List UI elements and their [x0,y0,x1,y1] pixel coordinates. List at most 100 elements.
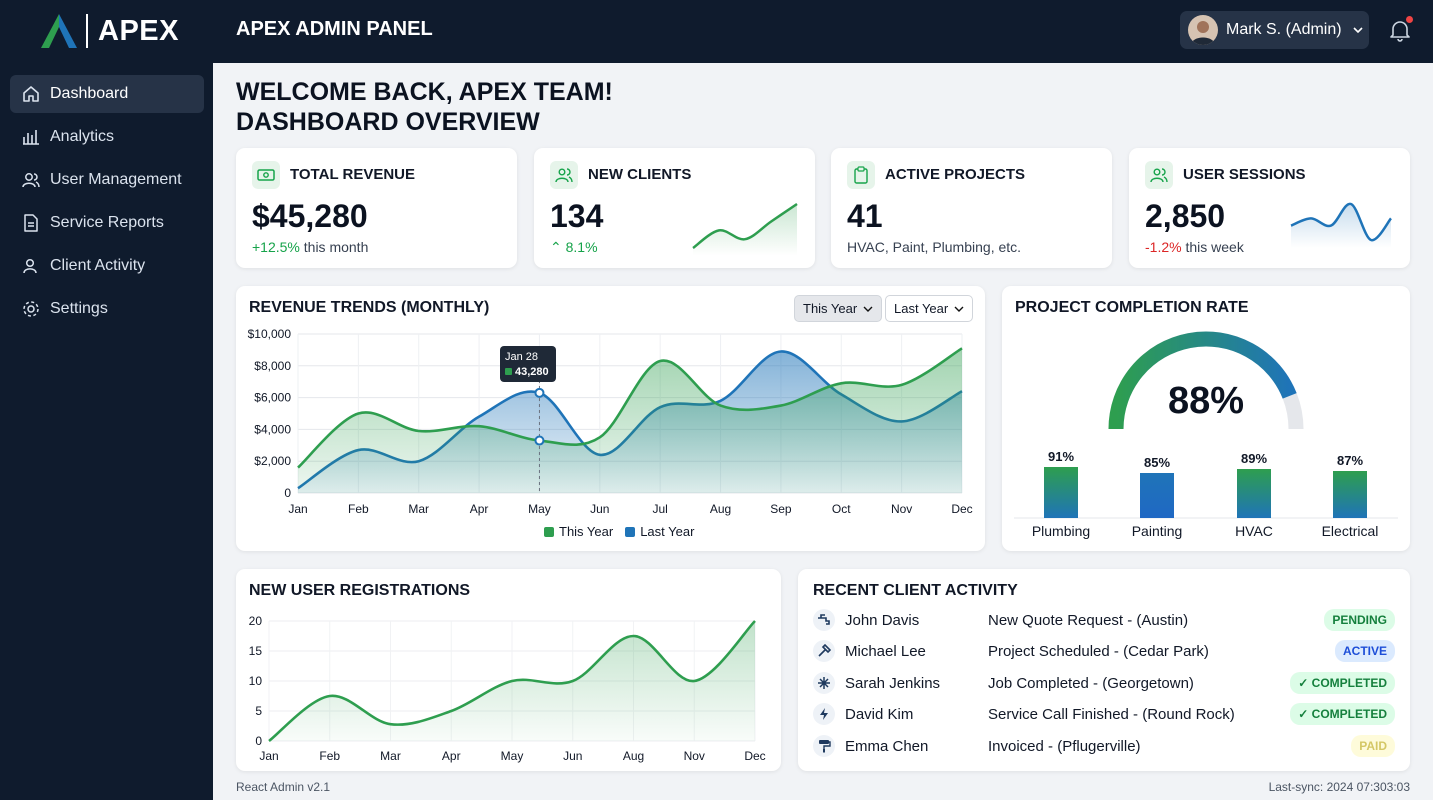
x-tick-label: Jun [590,502,609,516]
client-name: Emma Chen [845,737,929,755]
activity-row[interactable]: Emma Chen Invoiced - (Pflugerville) PAID [813,732,1395,760]
x-tick-label: Aug [710,502,731,516]
filter-last-year-button[interactable]: Last Year [885,295,974,322]
overview-line: DASHBOARD OVERVIEW [236,108,540,136]
kpi-title: NEW CLIENTS [588,166,692,183]
client-name: Michael Lee [845,642,926,660]
recent-client-activity-card: RECENT CLIENT ACTIVITY John Davis New Qu… [798,569,1410,771]
bolt-icon [813,703,835,725]
client-name: John Davis [845,611,920,629]
users-icon [22,173,40,188]
new-user-registrations-card: NEW USER REGISTRATIONS 0 5 10 15 20 Jan Feb Mar… [236,569,781,771]
faucet-icon [813,609,835,631]
sidebar-item-label: Service Reports [50,214,164,231]
user-menu-button[interactable]: Mark S. (Admin) [1180,11,1369,49]
bar-value-label: 85% [1144,455,1170,470]
x-tick-label: Nov [891,502,912,516]
x-tick-label: May [528,502,551,516]
activity-row[interactable]: John Davis New Quote Request - (Austin) … [813,606,1395,634]
kpi-change-value: 8.1% [565,239,598,255]
y-tick-label: 15 [249,644,263,658]
bar-category-label: HVAC [1235,523,1273,539]
arrow-up-icon: ⌃ [550,239,566,255]
sidebar-item-label: Settings [50,300,108,317]
x-tick-label: Jan [259,749,278,763]
filter-label: This Year [803,301,858,316]
x-tick-label: Oct [832,502,851,516]
kpi-card-total-revenue[interactable]: TOTAL REVENUE $45,280 +12.5% this month [236,148,517,268]
activity-description: New Quote Request - (Austin) [988,611,1189,629]
avatar [1188,15,1218,45]
users-icon [1145,161,1173,189]
sparkline-line [692,202,798,250]
sidebar-item-label: User Management [50,171,182,188]
bell-icon[interactable] [1389,18,1411,42]
kpi-change-suffix: this month [299,239,369,255]
last-sync-label: Last-sync: 2024 07:303:03 [1268,780,1410,794]
status-badge: ✓ COMPLETED [1290,703,1395,725]
sidebar-item-user-management[interactable]: User Management [10,161,204,199]
notification-dot [1406,16,1413,23]
project-completion-card: PROJECT COMPLETION RATE 88% 91% 85% 89% 87%… [1002,286,1410,551]
chevron-down-icon [954,306,964,312]
activity-description: Project Scheduled - (Cedar Park) [988,642,1209,660]
welcome-line: WELCOME BACK, APEX TEAM! [236,78,613,106]
y-tick-label: $4,000 [254,422,291,436]
sidebar-nav: Dashboard Analytics User Management Serv… [10,75,204,333]
kpi-card-user-sessions[interactable]: USER SESSIONS 2,850 -1.2% this week [1129,148,1410,268]
card-title: NEW USER REGISTRATIONS [249,582,471,599]
kpi-title: USER SESSIONS [1183,166,1306,183]
kpi-value: 41 [847,198,883,234]
logo-divider [86,14,88,48]
status-badge: PAID [1351,735,1395,757]
hammer-icon [813,640,835,662]
bar-category-label: Plumbing [1031,523,1091,539]
legend-swatch [544,526,554,537]
tooltip-swatch [505,368,512,375]
activity-row[interactable]: Michael Lee Project Scheduled - (Cedar P… [813,637,1395,665]
kpi-value: 2,850 [1145,198,1226,234]
brand-name: APEX [98,14,179,47]
series-line [297,347,963,469]
activity-row[interactable]: David Kim Service Call Finished - (Round… [813,700,1395,728]
registrations-line [268,620,756,743]
x-tick-label: Mar [408,502,429,516]
kpi-card-new-clients[interactable]: NEW CLIENTS 134 ⌃ 8.1% [534,148,815,268]
document-icon [24,214,38,232]
kpi-change: -1.2% this week [1145,239,1244,255]
sidebar-item-service-reports[interactable]: Service Reports [10,204,204,242]
sidebar: APEX Dashboard Analytics User Management… [0,0,213,800]
users-icon [550,161,578,189]
sparkline-area [693,204,797,256]
completion-bar [1333,471,1367,518]
y-tick-label: 5 [255,704,262,718]
apex-logo-icon [41,14,77,48]
brand-logo[interactable]: APEX [40,12,179,50]
completion-bar [1044,467,1078,518]
x-tick-label: Feb [319,749,340,763]
registrations-chart: 0 5 10 15 20 Jan Feb Mar Apr May Jun Aug Nov Dec [249,614,766,763]
sidebar-item-analytics[interactable]: Analytics [10,118,204,156]
sidebar-item-dashboard[interactable]: Dashboard [10,75,204,113]
client-name: David Kim [845,705,914,723]
gauge-value-arc [1108,331,1297,430]
activity-row[interactable]: Sarah Jenkins Job Completed - (Georgetow… [813,669,1395,697]
activity-description: Invoiced - (Pflugerville) [988,737,1141,755]
series-area [298,348,962,493]
legend-label: This Year [559,524,614,539]
card-title: REVENUE TRENDS (MONTHLY) [249,299,490,316]
sidebar-item-settings[interactable]: Settings [10,290,204,328]
filter-this-year-button[interactable]: This Year [794,295,883,322]
y-tick-label: 20 [249,614,263,628]
sidebar-item-client-activity[interactable]: Client Activity [10,247,204,285]
kpi-card-active-projects[interactable]: ACTIVE PROJECTS 41 HVAC, Paint, Plumbing… [831,148,1112,268]
kpi-change-value: -1.2% [1145,239,1182,255]
x-tick-label: Jan [288,502,307,516]
status-badge: ACTIVE [1334,640,1395,662]
user-icon [23,258,37,274]
snowflake-icon [813,672,835,694]
completion-bar [1237,469,1271,518]
y-tick-label: 10 [249,674,263,688]
bar-value-label: 91% [1048,449,1074,464]
version-label: React Admin v2.1 [236,780,331,794]
